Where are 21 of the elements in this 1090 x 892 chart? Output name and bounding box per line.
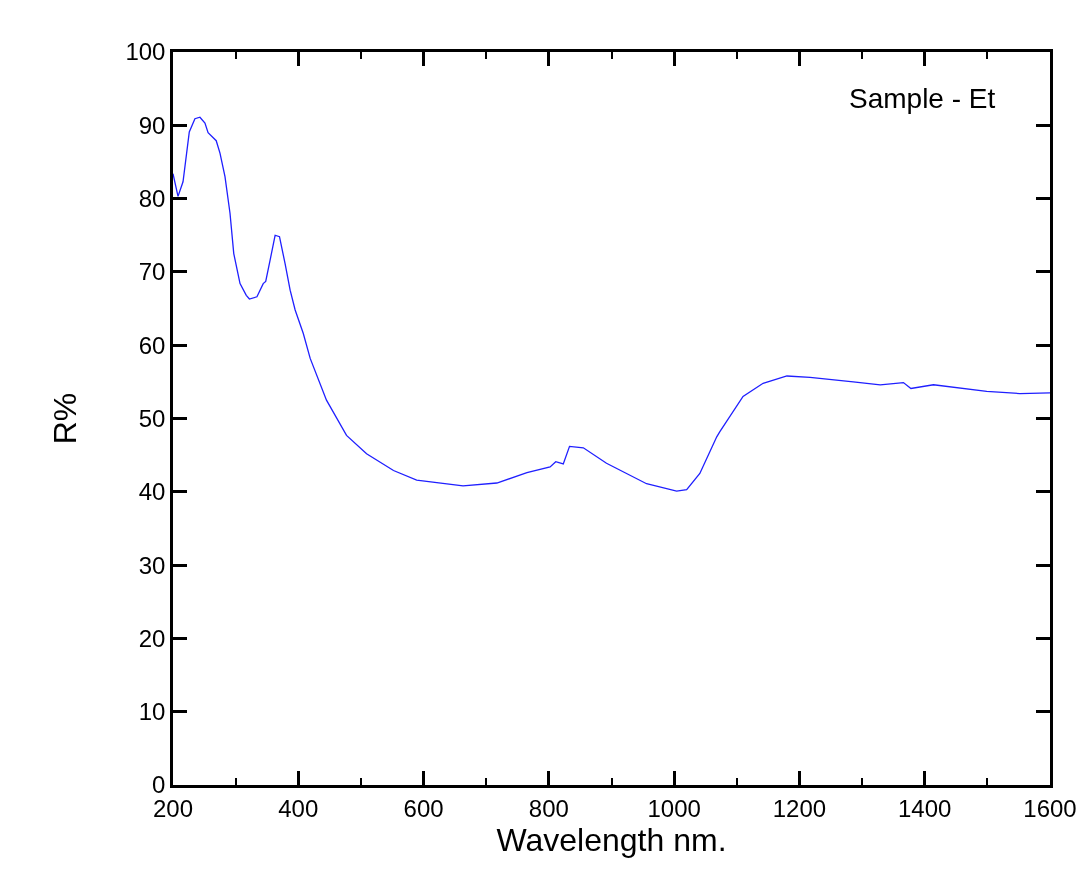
y-tick-label: 80 bbox=[138, 185, 166, 212]
annotation: Sample - Et bbox=[849, 83, 996, 114]
x-tick-label: 800 bbox=[528, 794, 569, 822]
y-tick-label: 40 bbox=[138, 478, 166, 506]
line-series bbox=[173, 116, 1050, 492]
y-tick-label: 10 bbox=[138, 698, 166, 726]
y-tick-label: 20 bbox=[138, 624, 166, 652]
y-tick-label: 100 bbox=[125, 38, 166, 66]
x-tick-label: 1400 bbox=[898, 794, 952, 822]
x-tick-label: 1000 bbox=[647, 794, 701, 822]
x-tick-label: 1600 bbox=[1023, 794, 1077, 822]
x-tick-label: 600 bbox=[403, 794, 444, 822]
x-tick-label: 1200 bbox=[772, 794, 827, 822]
y-tick-label: 90 bbox=[138, 111, 166, 139]
x-axis-title: Wavelength nm. bbox=[496, 821, 727, 858]
y-tick-label: 30 bbox=[138, 551, 166, 579]
y-tick-label: 50 bbox=[138, 404, 166, 432]
y-tick-label: 60 bbox=[138, 331, 166, 359]
x-tick-label: 400 bbox=[278, 794, 319, 822]
y-axis-title: R% bbox=[46, 392, 83, 445]
y-tick-label: 70 bbox=[138, 258, 166, 286]
